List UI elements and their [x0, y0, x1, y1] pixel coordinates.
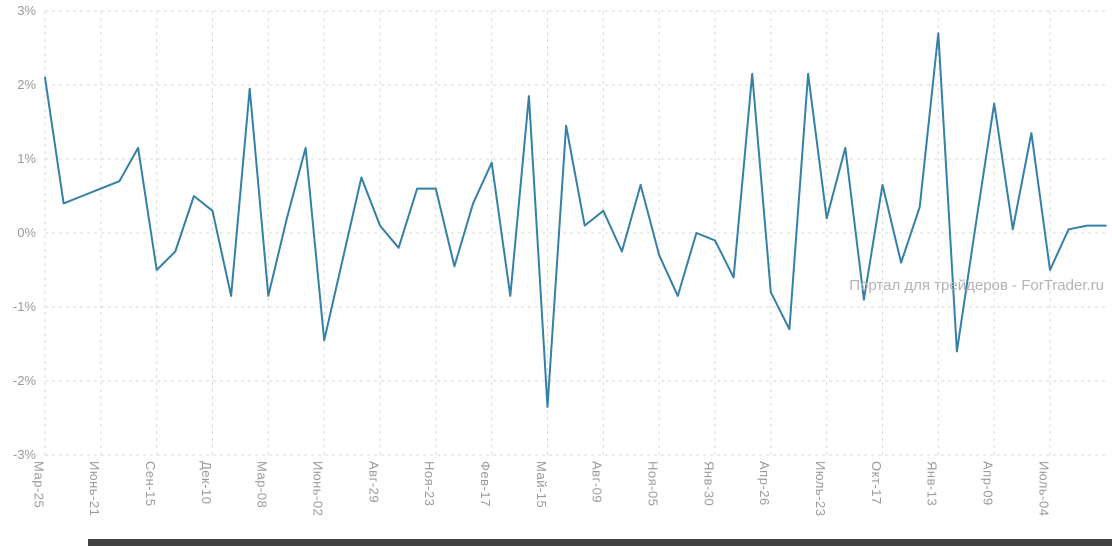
x-axis-label: Янв-30	[701, 461, 717, 507]
x-axis-label: Янв-13	[924, 461, 940, 507]
x-axis-label: Июнь-21	[87, 461, 103, 517]
y-axis-label: 0%	[17, 225, 36, 240]
x-axis-label: Сен-15	[142, 461, 158, 507]
y-axis-label: 2%	[17, 77, 36, 92]
x-axis-label: Апр-09	[980, 461, 996, 506]
x-axis-label: Июль-23	[812, 461, 828, 517]
y-axis-label: -1%	[12, 299, 36, 314]
y-axis-label: -2%	[12, 373, 36, 388]
watermark-text: Портал для трейдеров - ForTrader.ru	[849, 277, 1104, 294]
x-axis-label: Мар-25	[31, 461, 47, 509]
x-axis-label: Мар-08	[254, 461, 270, 509]
y-axis-label: 3%	[17, 3, 36, 18]
x-axis-label: Ноя-05	[645, 461, 661, 507]
x-axis-label: Ноя-23	[422, 461, 438, 507]
x-axis-label: Июль-04	[1036, 461, 1052, 517]
x-axis-label: Апр-26	[757, 461, 773, 506]
y-axis-label: -3%	[12, 447, 36, 462]
series-line	[44, 32, 1107, 408]
x-axis-label: Авг-29	[366, 461, 382, 504]
x-axis-label: Окт-17	[868, 461, 884, 505]
y-axis-label: 1%	[17, 151, 36, 166]
x-axis-label: Авг-09	[589, 461, 605, 504]
x-axis-label: Фев-17	[477, 461, 493, 507]
x-axis-label: Июнь-02	[310, 461, 326, 517]
x-axis-label: Май-15	[533, 461, 549, 509]
bottom-bar	[88, 539, 1112, 546]
x-axis-label: Дек-10	[198, 461, 214, 505]
